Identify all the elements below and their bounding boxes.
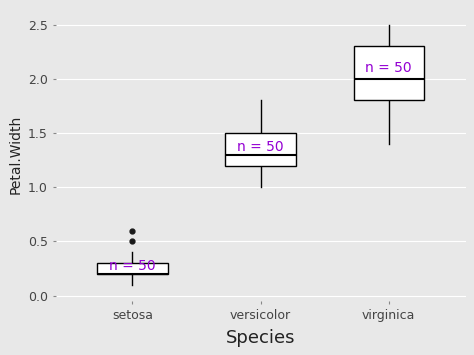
Bar: [225, 133, 296, 165]
Bar: [354, 46, 424, 100]
Text: n = 50: n = 50: [237, 140, 284, 154]
Y-axis label: Petal.Width: Petal.Width: [9, 115, 22, 194]
Text: n = 50: n = 50: [109, 260, 156, 273]
X-axis label: Species: Species: [226, 329, 295, 347]
Text: n = 50: n = 50: [365, 61, 412, 75]
Bar: [97, 263, 168, 274]
